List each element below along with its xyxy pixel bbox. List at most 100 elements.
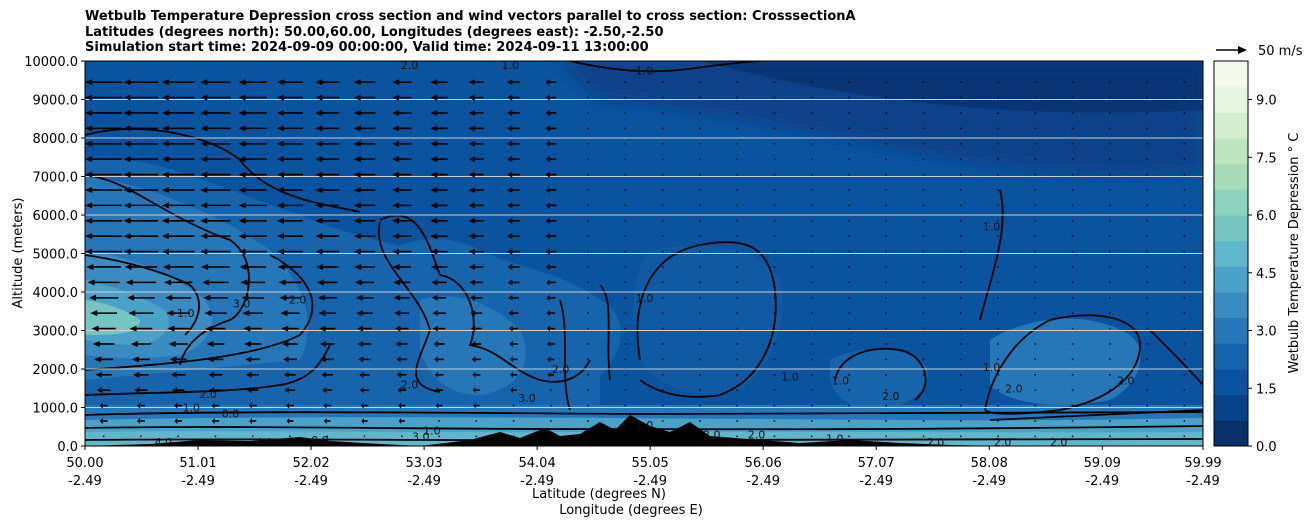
wind-vector bbox=[960, 158, 962, 160]
wind-vector bbox=[473, 402, 480, 409]
wind-vector bbox=[587, 143, 589, 145]
wind-vector bbox=[1071, 112, 1074, 114]
quiver-key-label: 50 m/s bbox=[1258, 44, 1303, 59]
wind-vector bbox=[1183, 312, 1186, 314]
wind-vector bbox=[238, 156, 267, 163]
wind-vector bbox=[468, 233, 484, 240]
x-axis-label-lat: Latitude (degrees N) bbox=[532, 487, 666, 502]
contour-label: 1.0 bbox=[177, 307, 195, 320]
wind-vector bbox=[353, 125, 376, 132]
wind-vector bbox=[960, 420, 962, 422]
wind-vector bbox=[922, 343, 925, 345]
wind-vector bbox=[507, 171, 521, 178]
wind-vector bbox=[997, 266, 999, 268]
wind-vector bbox=[545, 263, 556, 270]
contour-label: 1.0 bbox=[832, 375, 850, 388]
colorbar-segment bbox=[1214, 343, 1248, 370]
wind-vector bbox=[283, 371, 297, 378]
wind-vector bbox=[810, 358, 813, 361]
wind-vector bbox=[699, 420, 701, 422]
wind-vector bbox=[736, 343, 738, 345]
wind-vector bbox=[285, 402, 294, 409]
wind-vector bbox=[432, 310, 446, 317]
wind-vector bbox=[661, 374, 664, 376]
wind-vector bbox=[1109, 327, 1111, 330]
wind-vector bbox=[885, 127, 887, 130]
wind-vector bbox=[470, 310, 483, 317]
wind-vector bbox=[507, 248, 521, 255]
wind-vector bbox=[810, 127, 813, 130]
wind-vector bbox=[699, 281, 701, 284]
wind-vector bbox=[318, 310, 337, 317]
wind-vector bbox=[468, 79, 484, 86]
wind-vector bbox=[922, 143, 925, 145]
wind-vector bbox=[468, 171, 484, 178]
wind-vector bbox=[885, 204, 887, 207]
wind-vector bbox=[736, 374, 738, 376]
wind-vector bbox=[354, 263, 375, 270]
wind-vector bbox=[587, 327, 589, 330]
wind-vector bbox=[547, 356, 555, 363]
wind-vector bbox=[773, 312, 776, 314]
wind-vector bbox=[699, 81, 701, 83]
wind-vector bbox=[624, 281, 627, 284]
wind-vector bbox=[161, 186, 195, 193]
wind-vector bbox=[624, 112, 627, 114]
wind-vector bbox=[1034, 374, 1037, 376]
wind-vector bbox=[512, 435, 515, 438]
wind-vector bbox=[997, 297, 999, 299]
wind-vector bbox=[810, 81, 813, 83]
wind-vector bbox=[1183, 343, 1186, 345]
wind-vector bbox=[587, 96, 589, 99]
wind-vector bbox=[736, 297, 738, 299]
wind-vector bbox=[200, 79, 231, 86]
colorbar-ticks: 0.0 1.5 3.0 4.5 6.0 7.5 9.0 bbox=[1248, 94, 1277, 455]
wind-vector bbox=[1183, 327, 1186, 330]
colorbar-segment bbox=[1214, 317, 1248, 344]
wind-vector bbox=[434, 356, 445, 363]
wind-vector bbox=[545, 109, 557, 116]
wind-vector bbox=[136, 417, 145, 424]
wind-vector bbox=[624, 81, 627, 83]
wind-vector bbox=[848, 297, 850, 299]
wind-vector bbox=[736, 189, 738, 191]
contour-label: 1.0 bbox=[781, 371, 799, 384]
wind-vector bbox=[129, 325, 153, 332]
wind-vector bbox=[960, 358, 962, 361]
wind-vector bbox=[1071, 297, 1074, 299]
wind-vector bbox=[1071, 389, 1074, 391]
x-tick-label-lon: -2.49 bbox=[294, 474, 328, 489]
wind-vector bbox=[87, 279, 120, 286]
wind-vector bbox=[587, 312, 589, 314]
wind-vector bbox=[1034, 435, 1037, 438]
wind-vector bbox=[960, 127, 962, 130]
wind-vector bbox=[848, 281, 850, 284]
wind-vector bbox=[699, 220, 701, 222]
x-tick-label-lon: -2.49 bbox=[859, 474, 893, 489]
wind-vector bbox=[587, 281, 589, 284]
x-tick-label-lat: 58.08 bbox=[971, 456, 1008, 471]
wind-vector bbox=[699, 250, 701, 253]
wind-vector bbox=[810, 220, 813, 222]
wind-vector bbox=[922, 189, 925, 191]
wind-vector bbox=[885, 312, 887, 314]
wind-vector bbox=[251, 435, 254, 438]
wind-vector bbox=[1071, 435, 1074, 438]
wind-vector bbox=[922, 235, 925, 237]
wind-vector bbox=[432, 325, 446, 332]
wind-vector bbox=[773, 96, 776, 99]
wind-vector bbox=[359, 387, 370, 394]
wind-vector bbox=[353, 109, 376, 116]
wind-vector bbox=[624, 420, 627, 422]
wind-vector bbox=[624, 374, 627, 376]
wind-vector bbox=[773, 220, 776, 222]
wind-vector bbox=[810, 204, 813, 207]
wind-vector bbox=[661, 112, 664, 114]
colorbar-segment bbox=[1214, 266, 1248, 293]
wind-vector bbox=[430, 156, 448, 163]
wind-vector bbox=[736, 281, 738, 284]
wind-vector bbox=[922, 266, 925, 268]
wind-vector bbox=[317, 294, 337, 301]
wind-vector bbox=[661, 250, 664, 253]
x-tick-label-lon: -2.49 bbox=[746, 474, 780, 489]
